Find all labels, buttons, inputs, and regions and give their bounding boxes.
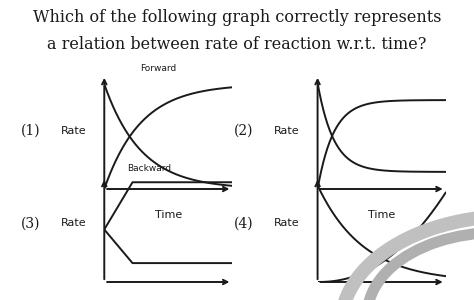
Text: Rate: Rate xyxy=(274,218,300,229)
Text: (4): (4) xyxy=(234,217,254,230)
Text: Rate: Rate xyxy=(274,125,300,136)
Text: Forward: Forward xyxy=(140,64,176,73)
Text: (1): (1) xyxy=(21,124,41,137)
Text: (3): (3) xyxy=(21,217,41,230)
Text: Time: Time xyxy=(155,209,182,220)
Text: Which of the following graph correctly represents: Which of the following graph correctly r… xyxy=(33,9,441,26)
Text: Backward: Backward xyxy=(128,164,172,173)
Text: Rate: Rate xyxy=(61,125,86,136)
Text: Rate: Rate xyxy=(61,218,86,229)
Text: Time: Time xyxy=(368,209,395,220)
Text: (2): (2) xyxy=(234,124,254,137)
Text: a relation between rate of reaction w.r.t. time?: a relation between rate of reaction w.r.… xyxy=(47,36,427,53)
